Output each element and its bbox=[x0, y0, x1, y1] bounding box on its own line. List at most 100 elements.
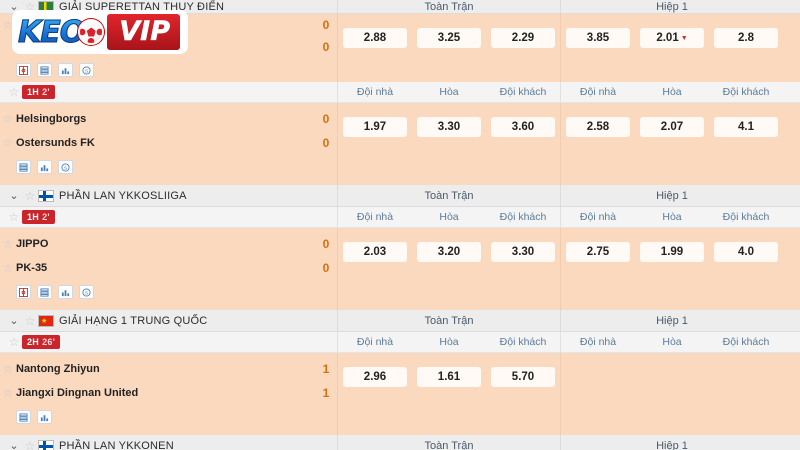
logo-text-keo: KEO bbox=[14, 14, 85, 50]
svg-text:S: S bbox=[85, 68, 89, 74]
favorite-star-icon[interactable]: ☆ bbox=[8, 210, 20, 224]
period-column-headers: Toàn Trận Hiệp 1 bbox=[337, 185, 783, 206]
odd-away[interactable]: 3.30 bbox=[491, 242, 555, 262]
match-row[interactable]: ☆ JIPPO 0 ☆ PK-35 0 2.03 3.20 3.30 2.75 bbox=[0, 228, 800, 310]
odd-draw[interactable] bbox=[640, 367, 704, 387]
odd-draw[interactable]: 2.07 bbox=[640, 117, 704, 137]
odd-away[interactable]: 3.60 bbox=[491, 117, 555, 137]
league-name: PHẦN LAN YKKOSLIIGA bbox=[59, 189, 187, 202]
finland-flag-icon bbox=[38, 439, 54, 450]
odds-full-match: 2.03 3.20 3.30 bbox=[337, 228, 560, 310]
odd-home[interactable]: 2.96 bbox=[343, 367, 407, 387]
away-team-line: ☆ PK-35 0 bbox=[0, 256, 337, 280]
away-team-name: Ostersunds FK bbox=[16, 137, 95, 149]
finland-flag-icon bbox=[38, 189, 54, 202]
col-home: Đội nhà bbox=[579, 86, 617, 98]
favorite-star-icon[interactable]: ☆ bbox=[8, 335, 20, 349]
pitch-view-icon[interactable] bbox=[16, 285, 31, 299]
period-full-match: Toàn Trận bbox=[337, 435, 560, 450]
lineup-icon[interactable] bbox=[37, 63, 52, 77]
odds-cell bbox=[709, 367, 783, 387]
teams-block: ☆ JIPPO 0 ☆ PK-35 0 bbox=[0, 228, 337, 282]
league-header-row[interactable]: ⌄ ☆ PHẦN LAN YKKONEN Toàn Trận Hiệp 1 bbox=[0, 435, 800, 450]
odd-home[interactable] bbox=[566, 367, 630, 387]
odds-cell: 4.1 bbox=[709, 117, 783, 137]
league-header-row[interactable]: ⌄ ☆ GIẢI SUPERETTAN THỤY ĐIỂN Toàn Trận … bbox=[0, 0, 800, 14]
odds-cell: 3.20 bbox=[412, 242, 486, 262]
odds-icon[interactable]: S bbox=[79, 285, 94, 299]
away-score: 0 bbox=[322, 136, 330, 150]
favorite-star-icon[interactable]: ☆ bbox=[2, 362, 14, 376]
favorite-star-icon[interactable]: ☆ bbox=[2, 237, 14, 251]
odds-cell bbox=[561, 367, 635, 387]
match-row[interactable]: ☆ Helsingborgs 0 ☆ Ostersunds FK 0 1.97 … bbox=[0, 103, 800, 185]
odd-home[interactable]: 1.97 bbox=[343, 117, 407, 137]
chevron-down-icon[interactable]: ⌄ bbox=[9, 440, 19, 450]
odd-away[interactable]: 5.70 bbox=[491, 367, 555, 387]
odds-half-1: 3.85 2.01 ▼ 2.8 bbox=[560, 14, 783, 82]
odd-home[interactable]: 3.85 bbox=[566, 28, 630, 48]
odd-away[interactable]: 2.8 bbox=[714, 28, 778, 48]
odds-area: 2.96 1.61 5.70 bbox=[337, 353, 783, 435]
odd-draw[interactable]: 1.61 bbox=[417, 367, 481, 387]
lineup-icon[interactable] bbox=[16, 160, 31, 174]
period-full-match: Toàn Trận bbox=[337, 0, 560, 13]
home-score: 1 bbox=[322, 362, 330, 376]
favorite-star-icon[interactable]: ☆ bbox=[24, 438, 36, 450]
chevron-down-icon[interactable]: ⌄ bbox=[9, 315, 19, 327]
chevron-down-icon[interactable]: ⌄ bbox=[9, 1, 19, 13]
col-draw: Hòa bbox=[439, 86, 459, 98]
odds-cell: 2.07 bbox=[635, 117, 709, 137]
favorite-star-icon[interactable]: ☆ bbox=[24, 0, 36, 14]
favorite-star-icon[interactable]: ☆ bbox=[2, 18, 14, 32]
away-score: 0 bbox=[322, 40, 330, 54]
favorite-star-icon[interactable]: ☆ bbox=[24, 188, 36, 203]
home-team-line: ☆ Helsingborgs 0 bbox=[0, 107, 337, 131]
sub-group-half-1: Đội nhà Hòa Đội khách bbox=[560, 332, 783, 352]
odd-draw[interactable]: 1.99 bbox=[640, 242, 704, 262]
league-header-row[interactable]: ⌄ ☆ PHẦN LAN YKKOSLIIGA Toàn Trận Hiệp 1 bbox=[0, 185, 800, 207]
chevron-down-icon[interactable]: ⌄ bbox=[9, 190, 19, 202]
favorite-star-icon[interactable]: ☆ bbox=[2, 136, 14, 150]
odd-home[interactable]: 2.03 bbox=[343, 242, 407, 262]
away-score: 0 bbox=[322, 261, 330, 275]
favorite-star-icon[interactable]: ☆ bbox=[2, 112, 14, 126]
match-row[interactable]: ☆ Nantong Zhiyun 1 ☆ Jiangxi Dingnan Uni… bbox=[0, 353, 800, 435]
statistics-icon[interactable] bbox=[37, 160, 52, 174]
statistics-icon[interactable] bbox=[58, 285, 73, 299]
odd-away[interactable]: 4.0 bbox=[714, 242, 778, 262]
odds-area: 1.97 3.30 3.60 2.58 2.07 4.1 bbox=[337, 103, 783, 185]
odds-cell: 2.96 bbox=[338, 367, 412, 387]
league-header-row[interactable]: ⌄ ☆ ★ GIẢI HẠNG 1 TRUNG QUỐC Toàn Trận H… bbox=[0, 310, 800, 332]
statistics-icon[interactable] bbox=[37, 410, 52, 424]
lineup-icon[interactable] bbox=[16, 410, 31, 424]
odds-area: 2.88 3.25 2.29 3.85 2.01 ▼ 2.8 bbox=[337, 14, 783, 82]
odd-draw[interactable]: 2.01 ▼ bbox=[640, 28, 704, 48]
odds-full-match: 2.88 3.25 2.29 bbox=[337, 14, 560, 82]
favorite-star-icon[interactable]: ☆ bbox=[8, 85, 20, 99]
favorite-star-icon[interactable]: ☆ bbox=[2, 386, 14, 400]
statistics-icon[interactable] bbox=[58, 63, 73, 77]
home-team-name: Nantong Zhiyun bbox=[16, 363, 100, 375]
odds-icon[interactable]: S bbox=[58, 160, 73, 174]
favorite-star-icon[interactable]: ☆ bbox=[24, 313, 36, 328]
pitch-view-icon[interactable] bbox=[16, 63, 31, 77]
odds-icon[interactable]: S bbox=[79, 63, 94, 77]
odd-away[interactable]: 2.29 bbox=[491, 28, 555, 48]
odd-draw[interactable]: 3.20 bbox=[417, 242, 481, 262]
match-tools: S bbox=[0, 282, 800, 304]
odds-cell: 3.60 bbox=[486, 117, 560, 137]
odd-home[interactable]: 2.75 bbox=[566, 242, 630, 262]
odd-home[interactable]: 2.58 bbox=[566, 117, 630, 137]
favorite-star-icon[interactable]: ☆ bbox=[2, 261, 14, 275]
odd-away[interactable] bbox=[714, 367, 778, 387]
lineup-icon[interactable] bbox=[37, 285, 52, 299]
sub-group-half-1: Đội nhà Hòa Đội khách bbox=[560, 82, 783, 102]
match-tools: S bbox=[0, 60, 800, 82]
odd-draw[interactable]: 3.25 bbox=[417, 28, 481, 48]
odd-home[interactable]: 2.88 bbox=[343, 28, 407, 48]
col-home: Đội nhà bbox=[356, 336, 394, 348]
period-full-match: Toàn Trận bbox=[337, 185, 560, 206]
odd-away[interactable]: 4.1 bbox=[714, 117, 778, 137]
odd-draw[interactable]: 3.30 bbox=[417, 117, 481, 137]
